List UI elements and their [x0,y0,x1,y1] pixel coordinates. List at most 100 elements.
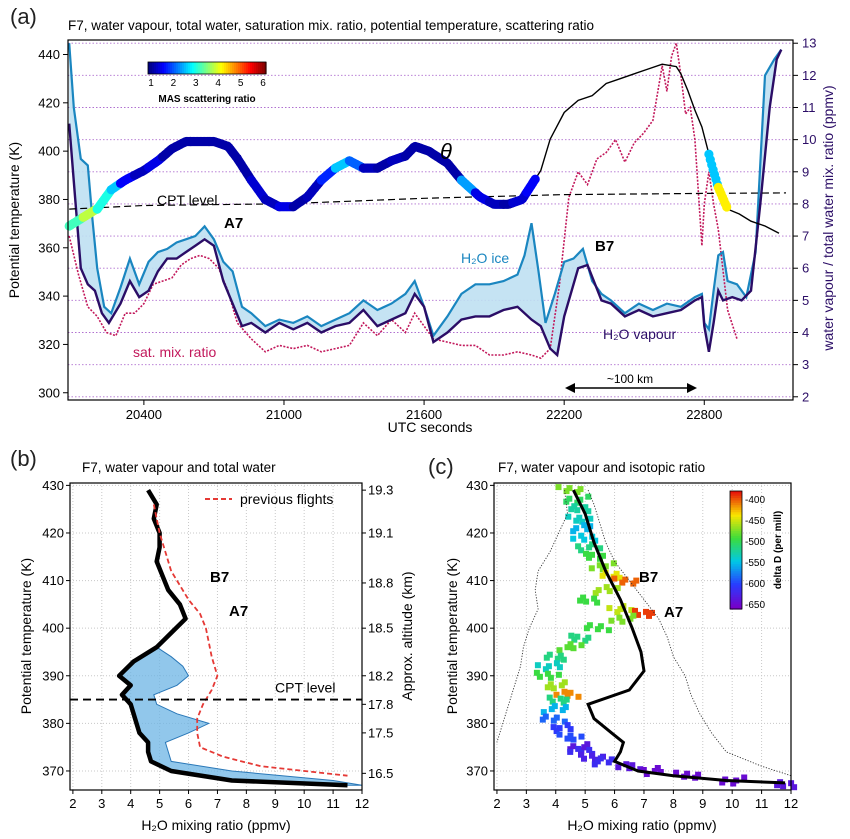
ytick-label: 300 [38,385,60,400]
colorbar-a-segment [172,62,175,74]
deltaD-point [547,681,554,688]
annotation-h2o-ice: H₂O ice [461,250,509,266]
series-water-vapour [68,49,783,358]
deltaD-point [570,743,577,750]
colorbar-a-segment [256,62,259,74]
deltaD-point [630,612,637,619]
colorbar-c-segment [730,538,742,542]
deltaD-point [605,627,612,634]
annotation-sat-mix-ratio: sat. mix. ratio [133,344,216,360]
deltaD-point [556,664,563,671]
ytick-label: 380 [38,192,60,207]
deltaD-point [561,718,568,725]
colorbar-c-segment [730,512,742,516]
xtick-label: 4 [552,796,559,811]
colorbar-c-segment [730,571,742,575]
ytick-right-label: 19.3 [368,483,393,498]
deltaD-point [560,656,567,663]
colorbar-a-segment [170,62,173,74]
colorbar-c-segment [730,580,742,584]
distance-arrow-head-right [687,383,697,393]
deltaD-point [550,685,557,692]
ytick-right-label: 17.5 [368,725,393,740]
colorbar-a-frame [147,61,267,75]
colorbar-c-segment [730,547,742,551]
colorbar-c-segment [730,502,742,506]
colorbar-c-segment [730,568,742,572]
deltaD-point [791,784,798,791]
colorbar-a-segment [264,62,267,74]
deltaD-point [551,703,558,710]
deltaD-point [673,769,680,776]
deltaD-point [589,541,596,548]
series-envelope-left [496,490,568,743]
colorbar-c-segment [730,604,742,608]
deltaD-point [741,774,748,781]
colorbar-c-segment [730,521,742,525]
colorbar-a-segment [224,62,227,74]
xtick-label: 12 [784,796,798,811]
deltaD-point [616,614,623,621]
deltaD-point [657,769,664,775]
series-cpt-level [69,192,787,210]
ytick-right-label: 9 [802,164,809,179]
xtick-label: 10 [725,796,739,811]
deltaD-point [546,694,553,701]
xtick-label: 8 [670,796,677,811]
colorbar-c-frame [729,490,743,610]
deltaD-point [578,642,585,649]
colorbar-a-segment [194,62,197,74]
annotation-h2o-vapour: H₂O vapour [603,326,676,342]
deltaD-point [544,670,551,677]
deltaD-point [608,756,615,763]
xtick-label: 2 [69,796,76,811]
annotation-b7: B7 [595,238,614,255]
colorbar-c-segment [730,578,742,582]
colorbar-c-segment [730,542,742,546]
ytick-right-label: 2 [802,389,809,404]
colorbar-a-segment [250,62,253,74]
colorbar-a-segment [226,62,229,74]
colorbar-c-segment [730,585,742,589]
colorbar-a-segment [164,62,167,74]
colorbar-a-segment [154,62,157,74]
panel-b-letter: (b) [10,446,37,471]
deltaD-point [628,607,635,614]
colorbar-c-segment [730,524,742,527]
colorbar-a-segment [200,62,203,74]
xtick-label: 21000 [266,407,302,422]
ytick-right-label: 5 [802,293,809,308]
xtick-label: 9 [272,796,279,811]
colorbar-c-segment [730,557,742,561]
ytick-label: 390 [466,668,488,683]
colorbar-a-segment [210,62,213,74]
annotation-a7: A7 [664,604,683,621]
deltaD-point [546,651,553,658]
colorbar-c-segment [730,561,742,565]
deltaD-point [780,783,787,790]
deltaD-point [533,669,540,676]
panel-c-letter: (c) [428,454,454,479]
plot-b-ylabel: Potential temperature (K) [18,558,34,714]
colorbar-a-segment [182,62,185,74]
colorbar-a-segment [156,62,159,74]
colorbar-a-segment [248,62,251,74]
deltaD-point [589,752,595,759]
deltaD-point [606,588,613,595]
deltaD-point [540,709,547,716]
ytick-label: 430 [466,478,488,493]
ytick-right-label: 18.2 [368,668,393,683]
colorbar-a-tick: 4 [215,78,221,89]
plot-a-ylabel-right: water vapour / total water mix. ratio (p… [820,85,836,351]
colorbar-a-segment [236,62,239,74]
colorbar-a-segment [166,62,169,74]
colorbar-c-tick: -400 [745,495,765,506]
colorbar-c-segment [730,601,742,605]
colorbar-c-segment [730,597,742,601]
colorbar-a-segment [186,62,189,74]
deltaD-point [567,748,574,755]
colorbar-c-segment [730,493,742,497]
colorbar-a-segment [260,62,263,74]
xtick-label: 6 [611,796,618,811]
